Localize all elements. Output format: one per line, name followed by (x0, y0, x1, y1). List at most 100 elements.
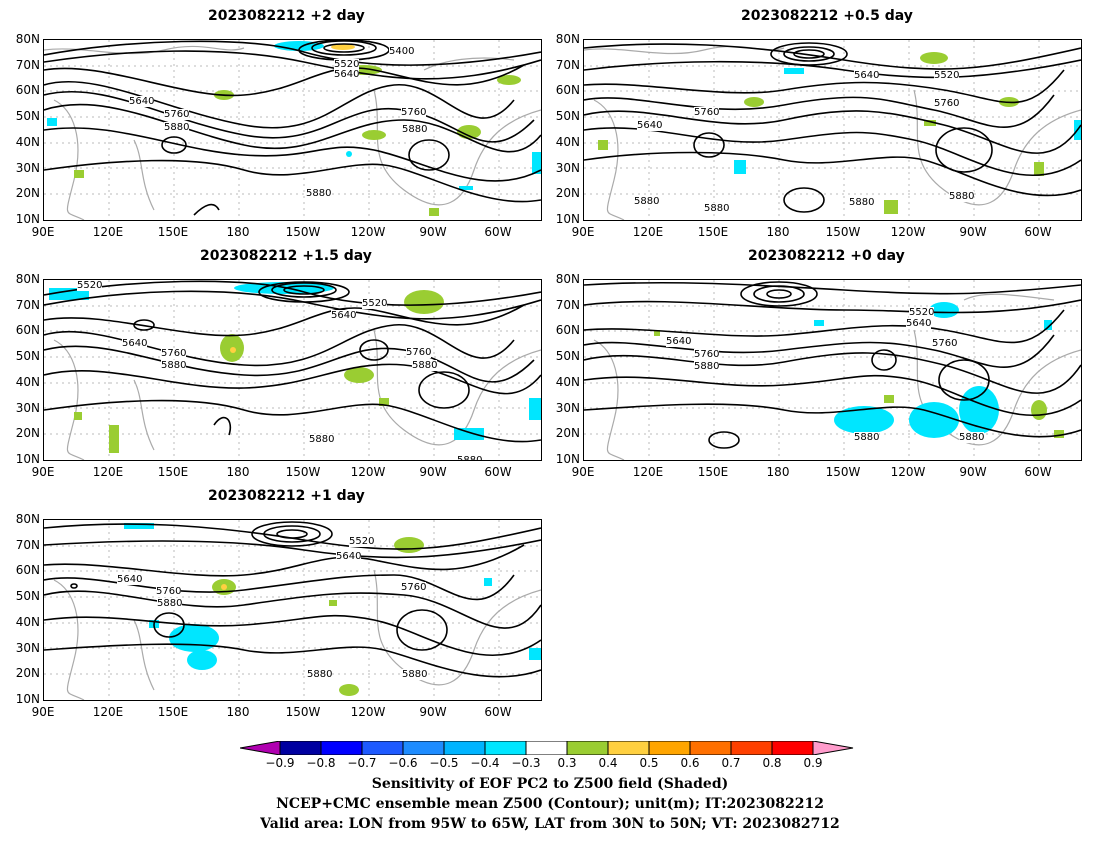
colorbar-tick-label: 0.5 (639, 756, 659, 770)
contour-label: 5760 (694, 107, 720, 118)
lat-tick-label: 40N (15, 614, 40, 629)
lon-tick-label: 90W (419, 465, 447, 479)
contour-label: 5640 (906, 318, 932, 329)
contour-label: 5520 (77, 280, 103, 291)
lon-tick-label: 120W (890, 225, 926, 239)
lon-tick-label: 120W (350, 465, 386, 479)
contour-label: 5880 (157, 598, 183, 609)
caption-line-3: Valid area: LON from 95W to 65W, LAT fro… (260, 816, 840, 832)
lat-tick-label: 20N (15, 426, 40, 441)
panel-title-plus1: 2023082212 +1 day (208, 488, 365, 504)
colorbar-tick-label: −0.8 (306, 756, 336, 770)
contour-label: 5640 (331, 310, 357, 321)
colorbar-tick-label: −0.5 (429, 756, 459, 770)
lat-tick-label: 40N (15, 134, 40, 149)
colorbar-swatch (361, 740, 404, 756)
lon-tick-label: 180 (766, 225, 790, 239)
map-panel-plus0-5: 5640 5520 5640 5760 5760 5880 5880 5880 … (583, 39, 1082, 221)
lon-tick-label: 150W (285, 705, 321, 719)
map-plus1-5-svg (44, 280, 541, 460)
lat-tick-label: 70N (555, 297, 580, 312)
lat-tick-label: 10N (555, 211, 580, 226)
panel-title-plus2: 2023082212 +2 day (208, 8, 365, 24)
contour-label: 5640 (117, 574, 143, 585)
contour-label: 5640 (637, 120, 663, 131)
lat-tick-label: 30N (15, 640, 40, 655)
colorbar-tick-label: 0.8 (762, 756, 782, 770)
lon-tick-label: 120E (92, 225, 124, 239)
lon-tick-label: 90E (31, 465, 55, 479)
lon-tick-label: 120W (350, 705, 386, 719)
lon-tick-label: 150W (285, 465, 321, 479)
lat-tick-label: 60N (15, 83, 40, 98)
contour-label: 5640 (666, 336, 692, 347)
colorbar-tick-label: −0.3 (511, 756, 541, 770)
contour-label: 5880 (309, 434, 335, 445)
colorbar-tick-label: 0.4 (598, 756, 618, 770)
contour-label: 5760 (932, 338, 958, 349)
contour-label: 5880 (402, 669, 428, 680)
contour-label: 5880 (694, 361, 720, 372)
lon-tick-label: 150W (825, 465, 861, 479)
lat-tick-label: 80N (15, 272, 40, 286)
lon-tick-label: 90E (571, 465, 595, 479)
caption-line-1: Sensitivity of EOF PC2 to Z500 field (Sh… (371, 776, 729, 792)
contour-label: 5760 (164, 109, 190, 120)
contour-label: 5760 (694, 349, 720, 360)
colorbar-swatch (607, 740, 650, 756)
contour-label: 5880 (164, 122, 190, 133)
lat-tick-label: 50N (555, 349, 580, 364)
contour-label: 5760 (401, 582, 427, 593)
contour-label: 5880 (959, 432, 985, 443)
contour-label: 5880 (704, 203, 730, 214)
lat-tick-label: 30N (15, 400, 40, 415)
lon-tick-label: 60W (484, 705, 512, 719)
lat-tick-label: 10N (15, 451, 40, 466)
map-plus1-svg (44, 520, 541, 700)
lat-tick-label: 60N (15, 323, 40, 338)
lon-tick-label: 150W (825, 225, 861, 239)
lat-tick-label: 50N (15, 109, 40, 124)
contour-label: 5880 (854, 432, 880, 443)
colorbar-tick-label: −0.7 (347, 756, 377, 770)
lat-tick-label: 30N (555, 160, 580, 175)
contour-label: 5520 (349, 536, 375, 547)
contour-label: 5880 (306, 188, 332, 199)
colorbar-min-arrow (239, 740, 281, 756)
lat-tick-label: 50N (15, 349, 40, 364)
colorbar-swatch (771, 740, 814, 756)
lat-tick-label: 70N (555, 57, 580, 72)
map-panel-plus0: 5520 5640 5640 5760 5880 5760 5880 5880 (583, 279, 1082, 461)
contour-label: 5760 (161, 348, 187, 359)
lat-tick-label: 20N (555, 426, 580, 441)
lat-tick-label: 30N (555, 400, 580, 415)
map-panel-plus1: 5520 5640 5640 5760 5880 5760 5880 5880 (43, 519, 542, 701)
lon-tick-label: 90E (571, 225, 595, 239)
lon-tick-label: 120W (350, 225, 386, 239)
lon-tick-label: 120E (632, 465, 664, 479)
lat-tick-label: 50N (555, 109, 580, 124)
colorbar-swatch (525, 740, 568, 756)
lon-tick-label: 180 (226, 225, 250, 239)
contour-label: 5520 (334, 59, 360, 70)
lon-tick-label: 90W (419, 225, 447, 239)
lon-tick-label: 90W (959, 225, 987, 239)
colorbar-swatch (443, 740, 486, 756)
lon-tick-label: 150E (157, 465, 189, 479)
colorbar (239, 740, 860, 756)
lat-tick-label: 70N (15, 297, 40, 312)
contour-label: 5520 (909, 307, 935, 318)
lat-tick-label: 70N (15, 537, 40, 552)
map-plus0-5-svg (584, 40, 1081, 220)
lat-tick-label: 40N (555, 374, 580, 389)
lat-tick-label: 10N (555, 451, 580, 466)
lon-tick-label: 150E (697, 225, 729, 239)
colorbar-swatch (689, 740, 732, 756)
colorbar-tick-label: 0.9 (803, 756, 823, 770)
contour-label: 5640 (854, 70, 880, 81)
lat-tick-label: 60N (555, 323, 580, 338)
lat-tick-label: 20N (15, 666, 40, 681)
contour-label: 5520 (362, 298, 388, 309)
panel-title-plus1-5: 2023082212 +1.5 day (200, 248, 372, 264)
colorbar-tick-label: 0.3 (557, 756, 577, 770)
